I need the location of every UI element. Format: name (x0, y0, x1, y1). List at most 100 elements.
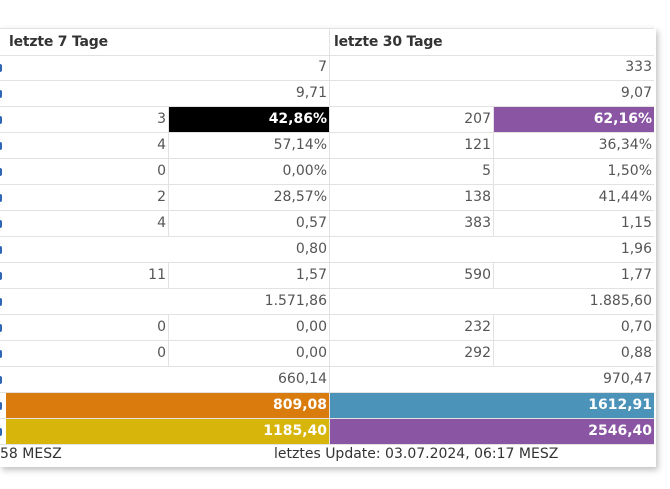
row-edge-marker (0, 350, 2, 358)
cell-7d-count (6, 237, 168, 262)
cell-30d-count (329, 289, 493, 314)
cell-7d-count (6, 55, 168, 80)
row-edge-marker (0, 298, 2, 306)
cell-30d-count: 383 (464, 215, 491, 231)
cell-7d-value: 0,00% (282, 163, 327, 179)
cell-30d-count: 292 (464, 345, 491, 361)
period-divider (329, 289, 330, 314)
row-edge-marker (0, 402, 2, 410)
cell-30d-value: 41,44% (598, 189, 652, 205)
cell-30d-count (329, 367, 493, 392)
table-row: 4 57,14% 121 36,34% (0, 133, 654, 159)
cell-30d-value: 333 (625, 59, 652, 75)
col-divider (493, 211, 494, 236)
period-divider (329, 315, 330, 340)
stats-table-panel: letzte 7 Tage letzte 30 Tage 7 333 9,71 9,0… (0, 28, 656, 467)
row-edge-marker (0, 168, 2, 176)
row-edge-marker (0, 90, 2, 98)
header-last-7-days: letzte 7 Tage (9, 34, 108, 50)
period-divider (329, 211, 330, 236)
period-divider (329, 237, 330, 262)
table-row: 2 28,57% 138 41,44% (0, 185, 654, 211)
table-row: 7 333 (0, 55, 654, 81)
table-header: letzte 7 Tage letzte 30 Tage (0, 28, 654, 56)
cell-7d-count: 0 (157, 319, 166, 335)
col-divider (168, 133, 169, 158)
col-divider (493, 107, 494, 132)
col-divider (168, 107, 169, 132)
cell-30d-value: 1,15 (620, 215, 652, 231)
cell-30d-count: 207 (464, 111, 491, 127)
cell-30d-value: 0,88 (620, 345, 652, 361)
header-last-30-days: letzte 30 Tage (334, 34, 443, 50)
cell-7d-value: 0,57 (295, 215, 327, 231)
cell-7d-value: 7 (318, 59, 327, 75)
cell-7d-count: 4 (157, 215, 166, 231)
col-divider (168, 185, 169, 210)
row-edge-marker (0, 246, 2, 254)
cell-30d-total: 1612,91 (329, 393, 654, 418)
col-divider (168, 341, 169, 366)
cell-7d-value: 9,71 (295, 85, 327, 101)
cell-30d-value: 970,47 (603, 371, 652, 387)
cell-30d-value: 9,07 (620, 85, 652, 101)
footer-last-update: letztes Update: 03.07.2024, 06:17 MESZ (274, 446, 559, 462)
cell-30d-count: 232 (464, 319, 491, 335)
col-divider (493, 133, 494, 158)
cell-7d-count (6, 367, 168, 392)
table-row: 1.571,86 1.885,60 (0, 289, 654, 315)
cell-30d-value: 1.885,60 (589, 293, 652, 309)
col-divider (168, 159, 169, 184)
cell-30d-value: 36,34% (598, 137, 652, 153)
cell-30d-value: 1,77 (620, 267, 652, 283)
period-divider (329, 367, 330, 392)
period-divider (329, 341, 330, 366)
cell-30d-count: 138 (464, 189, 491, 205)
cell-30d-count: 5 (482, 163, 491, 179)
cell-7d-value: 57,14% (273, 137, 327, 153)
cell-7d-count: 0 (157, 163, 166, 179)
footer-left-timestamp-fragment: 58 MESZ (0, 446, 62, 462)
table-row: 660,14 970,47 (0, 367, 654, 393)
cell-7d-count: 11 (148, 267, 166, 283)
cell-30d-total: 2546,40 (329, 419, 654, 444)
row-edge-marker (0, 194, 2, 202)
cell-7d-count (6, 81, 168, 106)
table-row: 0,80 1,96 (0, 237, 654, 263)
row-edge-marker (0, 428, 2, 436)
cell-7d-value: 42,86% (168, 107, 329, 132)
row-edge-marker (0, 220, 2, 228)
cell-30d-count (329, 81, 493, 106)
cell-30d-value: 1,50% (607, 163, 652, 179)
cell-7d-count: 0 (157, 345, 166, 361)
col-divider (168, 263, 169, 288)
cell-30d-count: 590 (464, 267, 491, 283)
period-divider (329, 263, 330, 288)
cell-7d-value: 1,57 (295, 267, 327, 283)
cell-7d-value: 0,80 (295, 241, 327, 257)
period-divider (329, 185, 330, 210)
cell-30d-count: 121 (464, 137, 491, 153)
cell-7d-value: 660,14 (278, 371, 327, 387)
cell-7d-count: 3 (157, 111, 166, 127)
period-divider (329, 133, 330, 158)
table-row: 4 0,57 383 1,15 (0, 211, 654, 237)
table-footer: 58 MESZ letztes Update: 03.07.2024, 06:1… (0, 445, 654, 467)
col-divider (493, 341, 494, 366)
table-row: 809,08 1612,91 (0, 393, 654, 419)
cell-7d-count (6, 289, 168, 314)
cell-7d-total: 809,08 (6, 393, 329, 418)
table-row: 11 1,57 590 1,77 (0, 263, 654, 289)
table-row: 0 0,00 292 0,88 (0, 341, 654, 367)
cell-7d-value: 0,00 (295, 319, 327, 335)
cell-7d-value: 1.571,86 (264, 293, 327, 309)
cell-30d-value: 1,96 (620, 241, 652, 257)
col-divider (493, 159, 494, 184)
period-divider (329, 107, 330, 132)
col-divider (168, 315, 169, 340)
cell-30d-value: 0,70 (620, 319, 652, 335)
header-divider (329, 29, 330, 55)
table-row: 1185,40 2546,40 (0, 419, 654, 445)
row-edge-marker (0, 376, 2, 384)
cell-7d-count: 2 (157, 189, 166, 205)
